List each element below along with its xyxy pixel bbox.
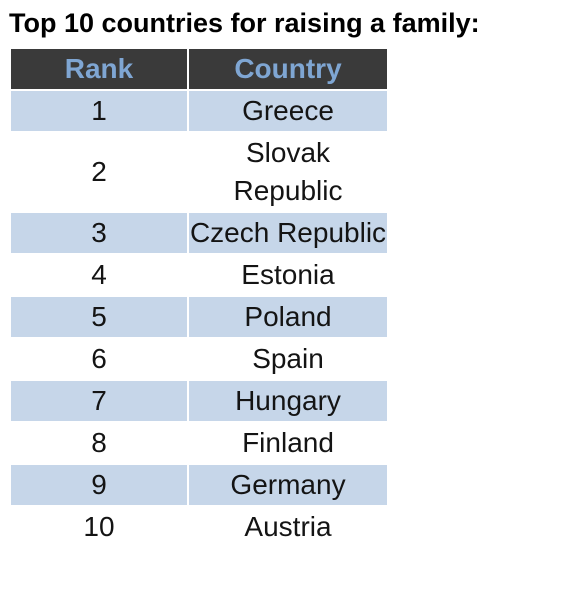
table-row: 1 Greece <box>11 91 387 131</box>
header-row: Rank Country <box>11 49 387 89</box>
rank-column-header: Rank <box>11 49 187 89</box>
table-row: 7 Hungary <box>11 381 387 421</box>
rank-cell: 3 <box>11 213 187 253</box>
rank-cell: 2 <box>11 133 187 211</box>
table-row: 9 Germany <box>11 465 387 505</box>
country-cell: Finland <box>189 423 387 463</box>
rank-cell: 6 <box>11 339 187 379</box>
table-body: 1 Greece 2 Slovak Republic 3 Czech Repub… <box>11 91 387 547</box>
table-row: 6 Spain <box>11 339 387 379</box>
rank-cell: 4 <box>11 255 187 295</box>
rank-cell: 7 <box>11 381 187 421</box>
table-row: 3 Czech Republic <box>11 213 387 253</box>
rank-cell: 5 <box>11 297 187 337</box>
rank-cell: 10 <box>11 507 187 547</box>
ranking-table: Rank Country 1 Greece 2 Slovak Republic … <box>9 47 389 549</box>
rank-cell: 9 <box>11 465 187 505</box>
table-row: 10 Austria <box>11 507 387 547</box>
country-cell: Greece <box>189 91 387 131</box>
country-cell: Estonia <box>189 255 387 295</box>
page-title: Top 10 countries for raising a family: <box>9 8 480 38</box>
country-cell: Poland <box>189 297 387 337</box>
country-cell: Czech Republic <box>189 213 387 253</box>
table-row: 8 Finland <box>11 423 387 463</box>
country-cell: Austria <box>189 507 387 547</box>
table-row: 2 Slovak Republic <box>11 133 387 211</box>
country-column-header: Country <box>189 49 387 89</box>
rank-cell: 1 <box>11 91 187 131</box>
country-cell: Hungary <box>189 381 387 421</box>
country-cell: Germany <box>189 465 387 505</box>
country-cell: Slovak Republic <box>189 133 387 211</box>
table-header: Rank Country <box>11 49 387 89</box>
country-cell: Spain <box>189 339 387 379</box>
rank-cell: 8 <box>11 423 187 463</box>
table-row: 5 Poland <box>11 297 387 337</box>
table-row: 4 Estonia <box>11 255 387 295</box>
